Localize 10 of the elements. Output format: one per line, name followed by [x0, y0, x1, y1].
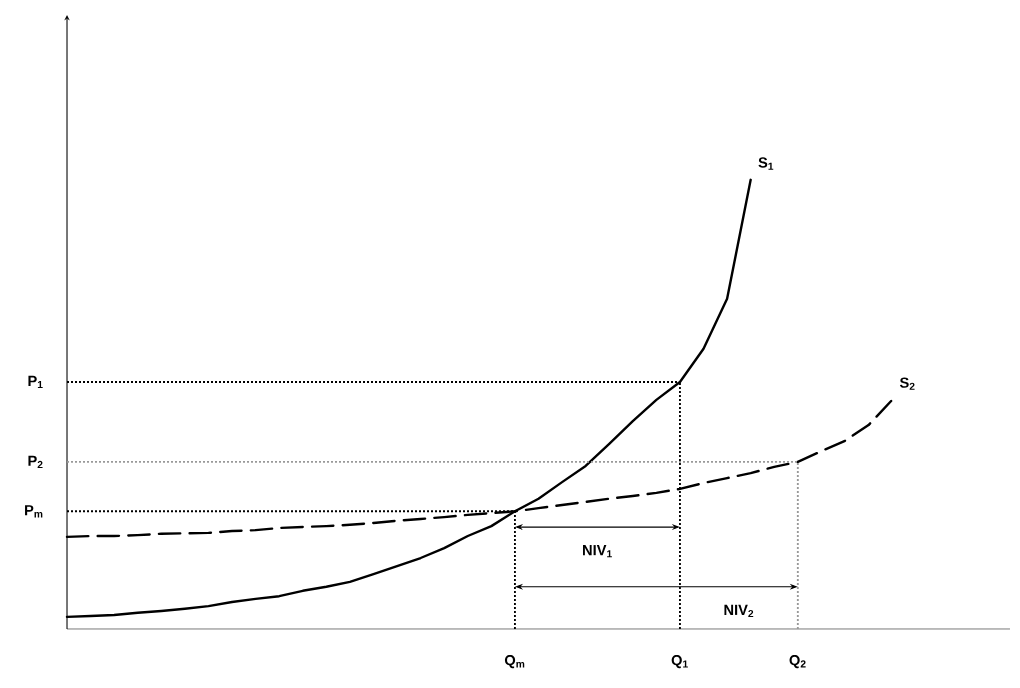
series-label: S$_{1}$ — [758, 157, 774, 170]
ref-line-label: P$_{m}$ — [25, 505, 43, 518]
x-tick-label: Q$_{m}$ — [504, 655, 525, 669]
ref-line-label: P$_{2}$ — [28, 455, 43, 469]
annotation: NIV$_{2}$ — [724, 604, 754, 618]
series-label: S$_{2}$ — [899, 377, 915, 390]
x-tick-label: Q$_{2}$ — [789, 655, 806, 669]
ref-line-label: P$_{1}$ — [28, 375, 43, 389]
x-tick-label: Q$_{1}$ — [671, 655, 688, 669]
annotation: NIV$_{1}$ — [583, 545, 612, 558]
